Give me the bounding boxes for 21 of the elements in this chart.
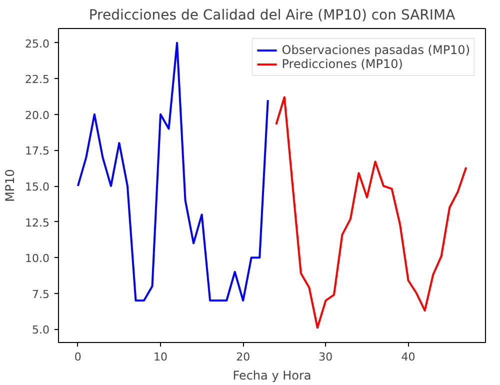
x-tick-label: 0 xyxy=(74,350,82,364)
y-tick-label: 10.0 xyxy=(25,252,50,266)
x-tick-label: 10 xyxy=(154,350,168,364)
y-tick-label: 15.0 xyxy=(25,180,50,194)
x-axis-title: Fecha y Hora xyxy=(232,368,312,382)
x-tick-label: 40 xyxy=(401,350,416,364)
y-tick-label: 25.0 xyxy=(25,37,50,50)
line-series xyxy=(275,96,468,329)
y-tick-label: 5.0 xyxy=(32,324,50,337)
x-tick-label: 30 xyxy=(318,350,333,364)
x-tick-label: 20 xyxy=(236,350,250,364)
y-tick-label: 20.0 xyxy=(25,108,50,122)
legend-label: Predicciones (MP10) xyxy=(282,57,403,71)
y-tick-label: 12.5 xyxy=(25,216,50,230)
chart-title: Predicciones de Calidad del Aire (MP10) con SARIMA xyxy=(88,8,456,24)
line-series xyxy=(76,42,269,302)
y-axis-title: MP10 xyxy=(3,169,18,202)
y-tick-label: 22.5 xyxy=(25,73,50,86)
y-tick-label: 17.5 xyxy=(25,144,50,158)
y-tick-label: 7.5 xyxy=(32,288,50,301)
legend-label: Observaciones pasadas (MP10) xyxy=(282,43,470,57)
